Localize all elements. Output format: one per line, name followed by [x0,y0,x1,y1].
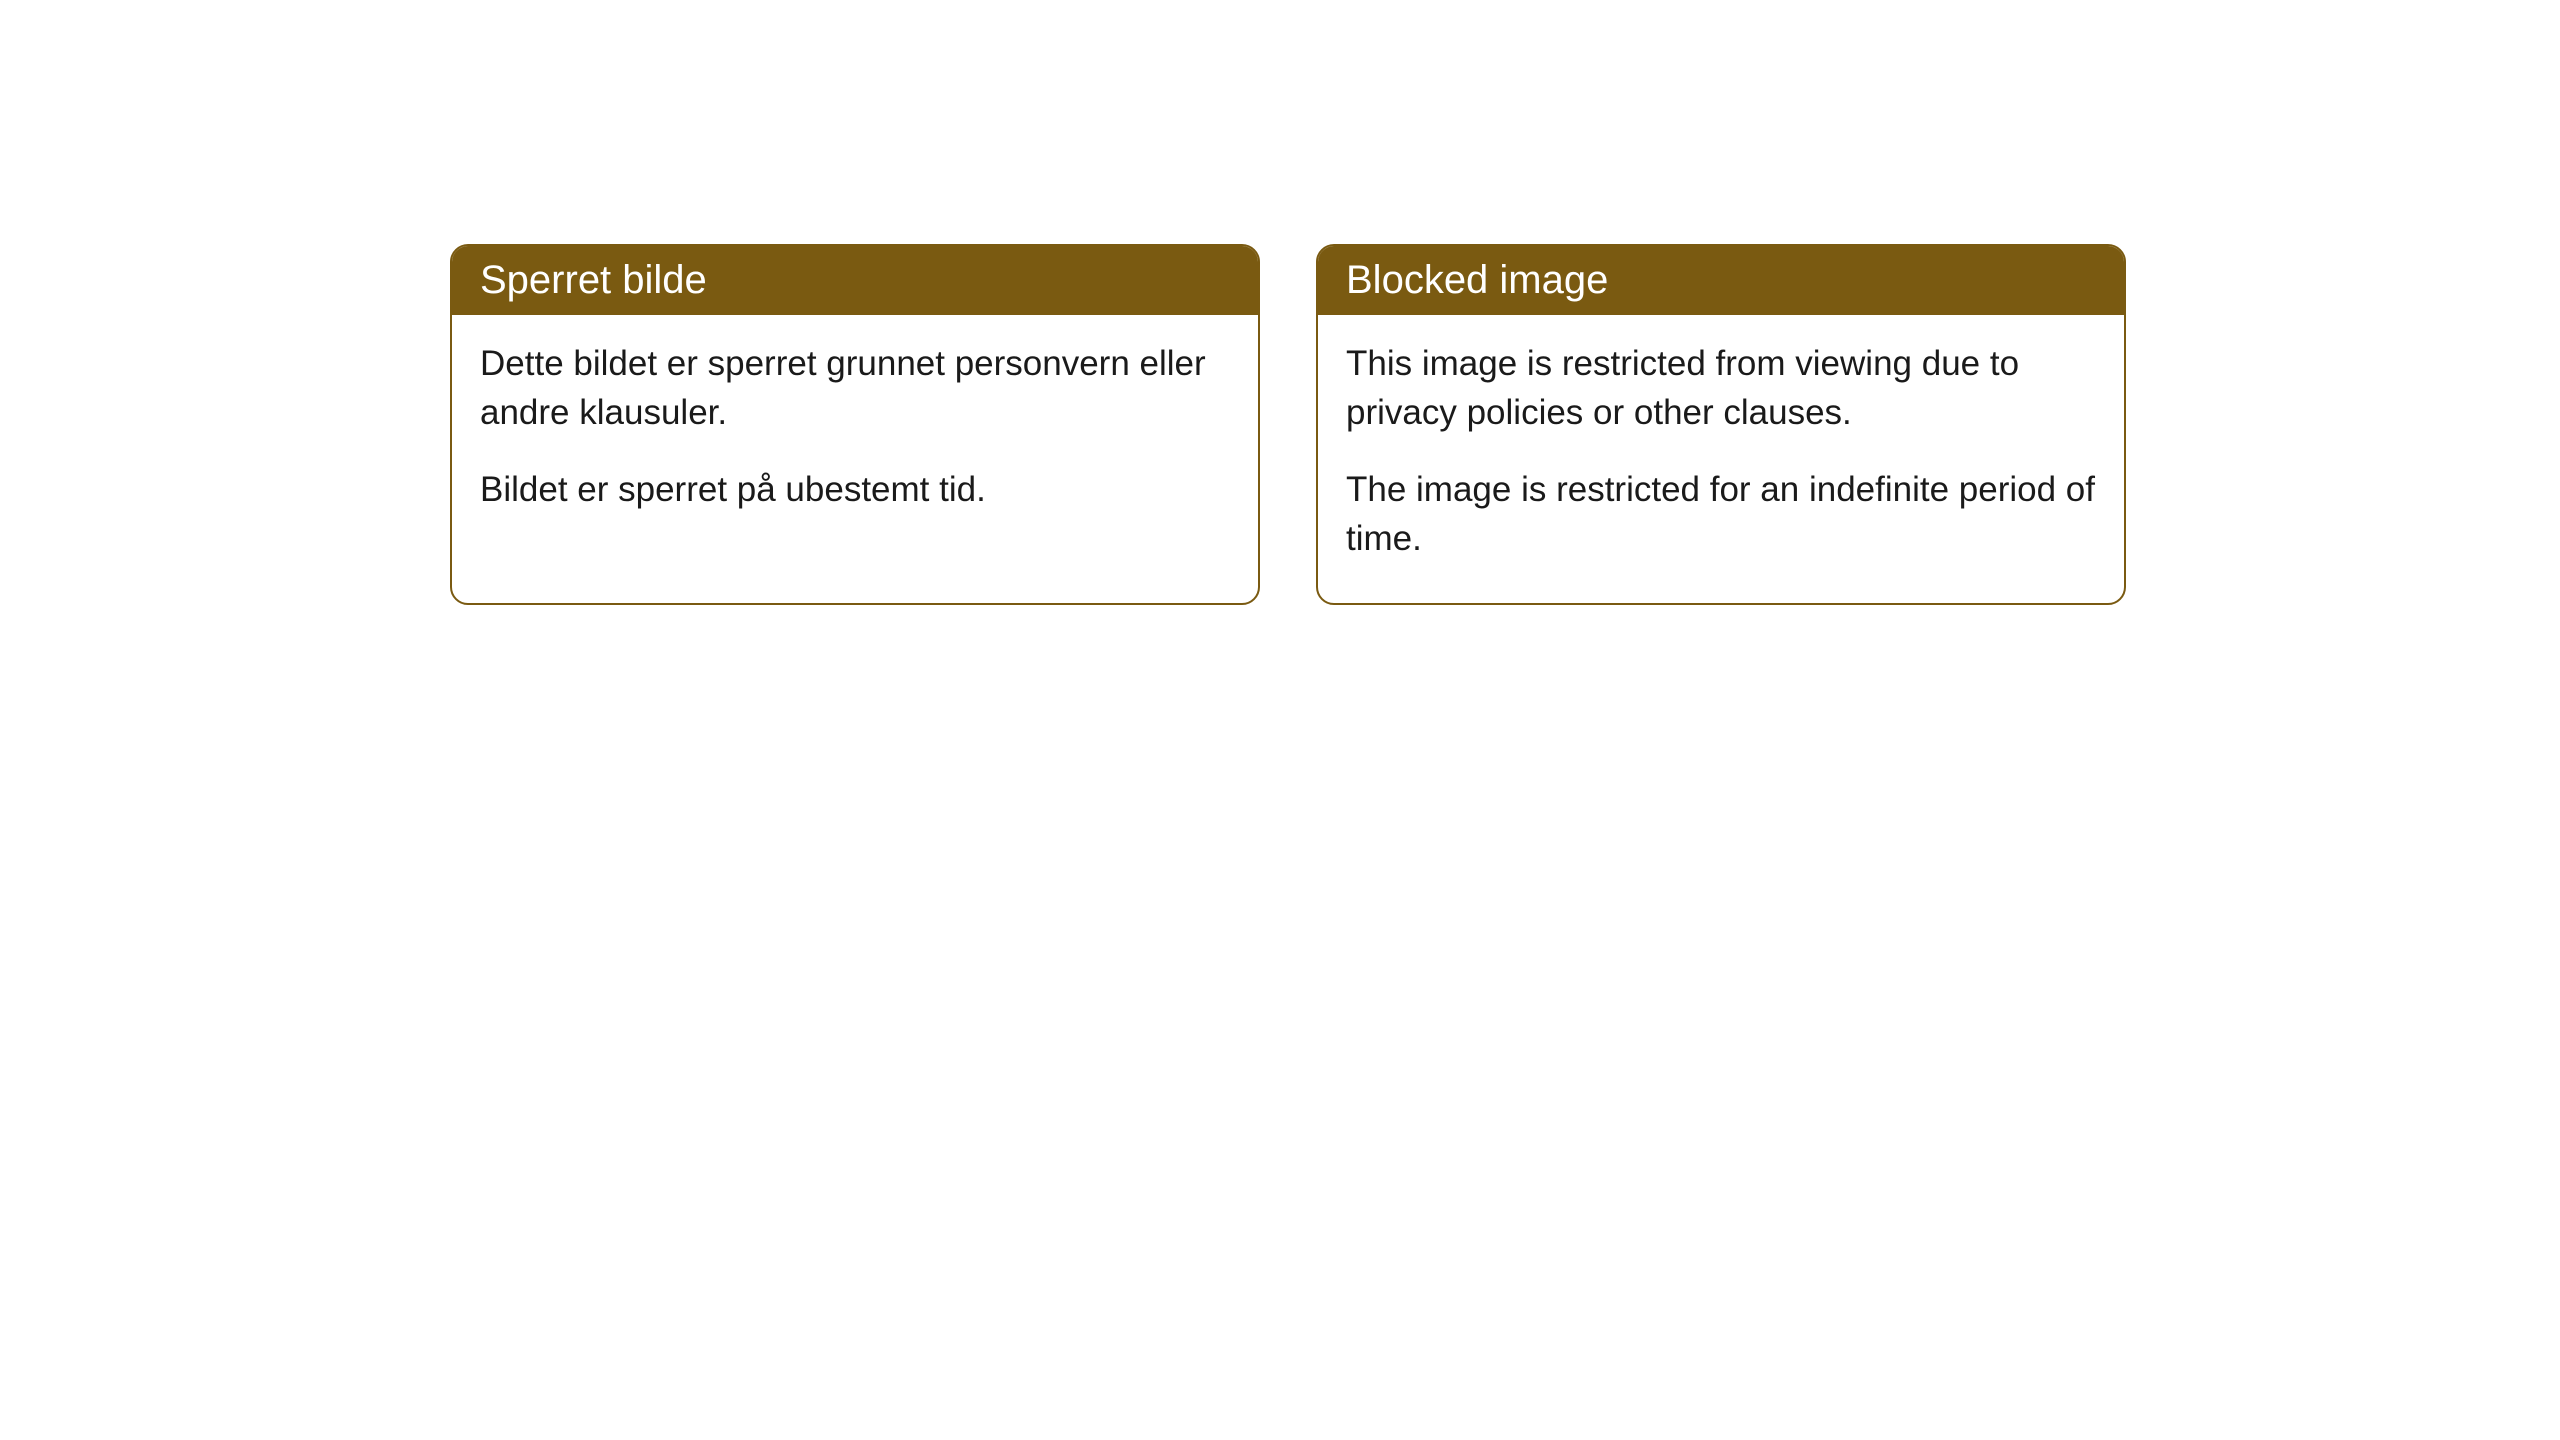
notice-body-norwegian: Dette bildet er sperret grunnet personve… [452,315,1258,554]
notice-card-english: Blocked image This image is restricted f… [1316,244,2126,605]
notice-header-norwegian: Sperret bilde [452,246,1258,315]
notice-header-english: Blocked image [1318,246,2124,315]
notice-title-norwegian: Sperret bilde [480,258,707,302]
notice-card-norwegian: Sperret bilde Dette bildet er sperret gr… [450,244,1260,605]
notice-body-english: This image is restricted from viewing du… [1318,315,2124,603]
notice-container: Sperret bilde Dette bildet er sperret gr… [0,0,2560,605]
notice-paragraph-1-english: This image is restricted from viewing du… [1346,339,2096,437]
notice-paragraph-2-norwegian: Bildet er sperret på ubestemt tid. [480,465,1230,514]
notice-paragraph-1-norwegian: Dette bildet er sperret grunnet personve… [480,339,1230,437]
notice-paragraph-2-english: The image is restricted for an indefinit… [1346,465,2096,563]
notice-title-english: Blocked image [1346,258,1608,302]
